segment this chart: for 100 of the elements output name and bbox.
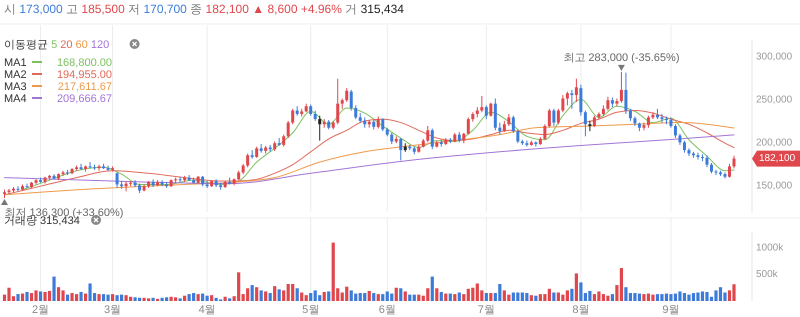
bar [448, 294, 452, 301]
bar [38, 291, 42, 301]
bar [430, 276, 434, 301]
candlestick [390, 132, 394, 145]
bar [115, 295, 119, 301]
bar [210, 295, 214, 301]
bar [588, 290, 592, 301]
candlestick [426, 126, 430, 143]
x-tick-label: 4월 [198, 304, 216, 316]
candlestick [682, 140, 686, 154]
annotation: 217,611.67 [58, 81, 112, 93]
bar [88, 283, 92, 301]
candlestick [620, 71, 623, 104]
bar [260, 290, 263, 301]
bar [322, 292, 326, 301]
candlestick [656, 108, 659, 120]
chart-title: 거래량 315,434 [4, 215, 80, 227]
candlestick [376, 116, 380, 130]
bar [376, 294, 380, 301]
text: 182,100 [759, 153, 796, 164]
candlestick [309, 104, 312, 116]
candlestick [318, 115, 322, 142]
bar [458, 292, 461, 301]
annotation: 209,666.67 [56, 93, 112, 105]
bar [79, 292, 83, 301]
candlestick [728, 163, 731, 178]
bar [664, 294, 668, 301]
candlestick [507, 113, 510, 126]
candlestick [484, 104, 488, 120]
bar [255, 287, 258, 301]
bar [687, 294, 691, 301]
candlestick [201, 175, 204, 187]
candlestick [502, 120, 506, 133]
bar [183, 296, 186, 301]
candlestick [710, 162, 713, 174]
bar [440, 292, 443, 301]
bar [228, 298, 232, 301]
legend-label: MA4 [4, 93, 27, 105]
annotation: 168,800.00 [56, 57, 112, 69]
candlestick [336, 78, 340, 125]
candlestick [458, 132, 461, 143]
bar [84, 294, 88, 301]
bar [394, 288, 398, 301]
bar [372, 293, 376, 301]
candlestick [489, 102, 492, 118]
bar [20, 294, 24, 301]
bar [106, 294, 110, 301]
bar [656, 294, 660, 301]
bar [682, 293, 686, 301]
bar [97, 294, 101, 301]
candlestick [674, 124, 677, 139]
y-tick-label: 200,000 [756, 138, 793, 149]
bar [651, 294, 655, 301]
y-tick-label: 500k [756, 268, 779, 280]
candlestick [286, 120, 290, 139]
annotation: 194,955.00 [56, 69, 112, 81]
y-tick-label: 250,000 [756, 94, 793, 106]
bar [43, 292, 47, 301]
candlestick [350, 89, 353, 112]
candlestick [453, 132, 456, 143]
bar [552, 292, 556, 301]
annotation: 5 20 60 120 [51, 39, 110, 51]
bar [70, 293, 74, 301]
bar [368, 290, 371, 301]
candlestick [592, 115, 596, 128]
candlestick [584, 110, 587, 137]
bar [52, 276, 56, 301]
candlestick [237, 170, 240, 181]
line-series [4, 134, 734, 184]
bar [268, 293, 272, 301]
candlestick [327, 119, 330, 130]
bar [25, 292, 29, 301]
y-tick-label: 150,000 [756, 180, 793, 192]
bar [399, 288, 402, 301]
candlestick [732, 155, 736, 169]
candlestick [574, 78, 578, 102]
bar [642, 294, 646, 301]
bar [102, 294, 106, 301]
bar [7, 288, 11, 301]
candlestick [314, 110, 317, 122]
bar [435, 288, 438, 301]
candlestick [624, 72, 628, 114]
candlestick [462, 132, 466, 144]
candlestick [291, 108, 294, 125]
bar [669, 294, 673, 301]
bar [646, 294, 650, 301]
bar [660, 294, 664, 301]
bar [34, 290, 38, 301]
candlestick [282, 134, 286, 148]
bar [566, 290, 569, 301]
bar [530, 295, 533, 301]
y-tick-label: 300,000 [756, 52, 793, 63]
bar [453, 294, 456, 301]
candlestick [705, 154, 708, 168]
candlestick [678, 133, 682, 146]
bar [692, 293, 696, 301]
candlestick [399, 138, 402, 161]
bar [606, 296, 610, 301]
bar [705, 292, 709, 301]
candlestick [372, 119, 376, 130]
